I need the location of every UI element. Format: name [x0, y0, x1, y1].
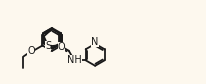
Text: S: S [45, 41, 51, 51]
Text: O: O [27, 46, 35, 56]
Text: O: O [58, 41, 65, 51]
Text: NH: NH [67, 55, 82, 65]
Text: N: N [91, 37, 99, 47]
